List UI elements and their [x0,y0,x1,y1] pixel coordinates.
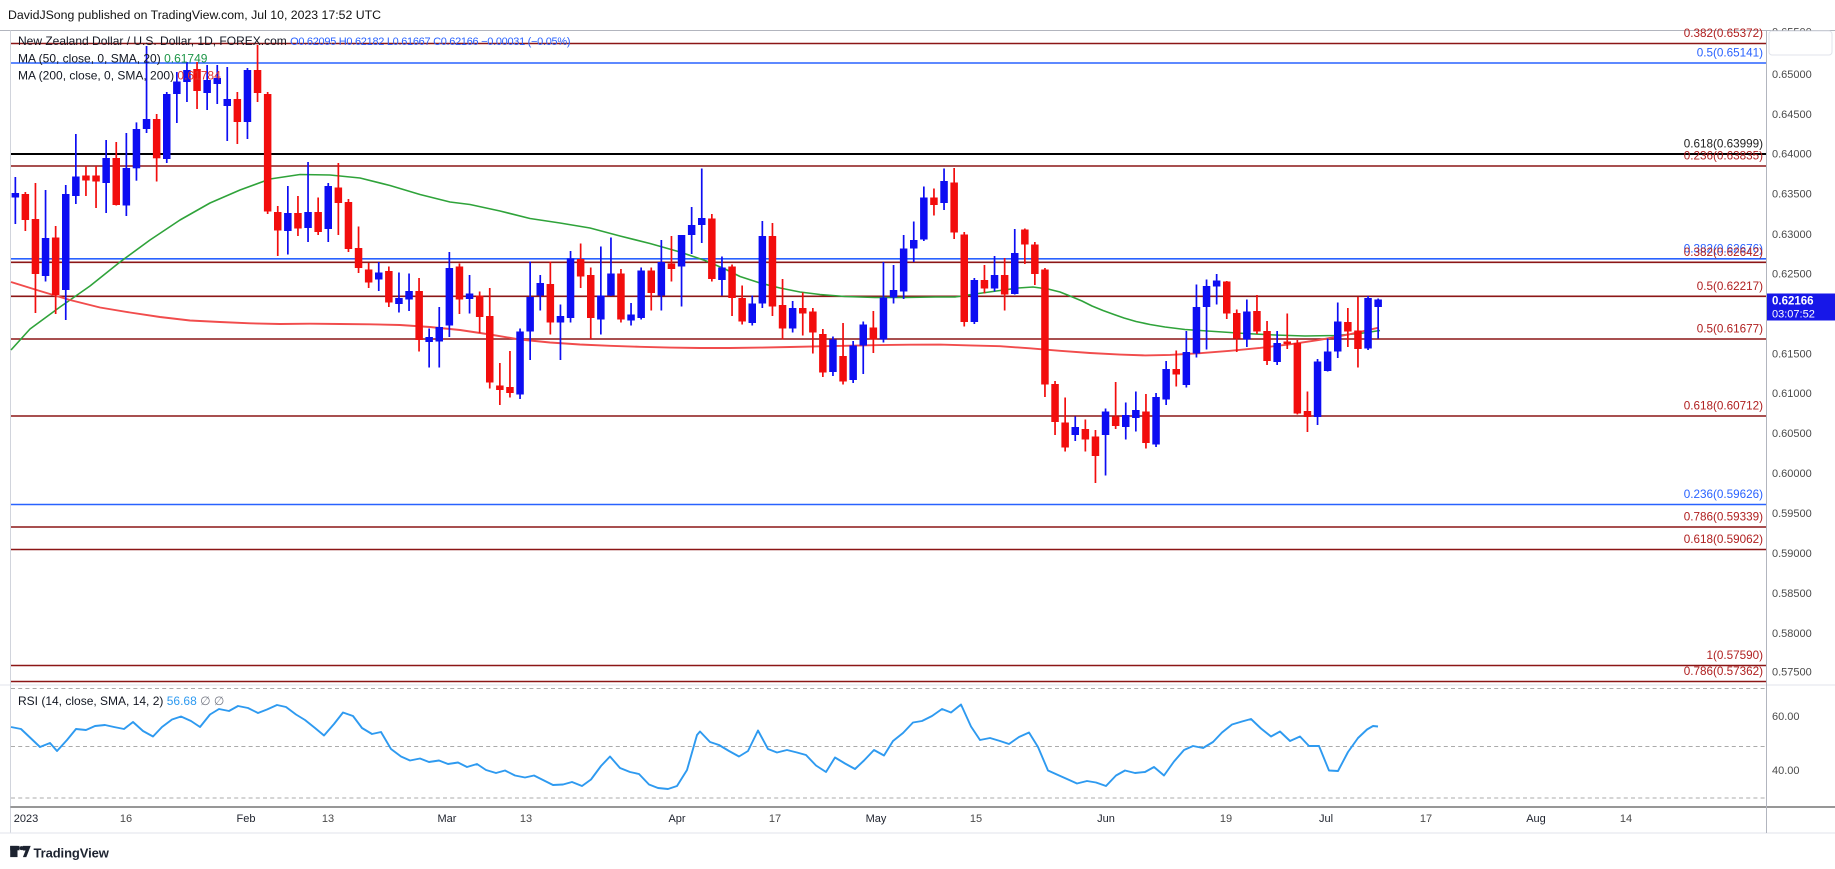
svg-text:0.382(0.62676): 0.382(0.62676) [1684,242,1763,255]
svg-text:Jul: Jul [1319,813,1333,825]
svg-text:MA (50, close, 0, SMA, 20) 0.6: MA (50, close, 0, SMA, 20) 0.61749 [18,52,208,66]
svg-text:60.00: 60.00 [1772,711,1800,723]
svg-text:0.62166: 0.62166 [1772,296,1814,308]
svg-text:2023: 2023 [14,813,38,825]
svg-text:Feb: Feb [237,813,256,825]
svg-text:Jun: Jun [1097,813,1115,825]
svg-text:17: 17 [1420,813,1432,825]
svg-text:0.5(0.62217): 0.5(0.62217) [1697,280,1763,293]
svg-text:1(0.57590): 1(0.57590) [1706,649,1763,662]
svg-text:0.59000: 0.59000 [1772,548,1812,560]
svg-text:14: 14 [1620,813,1632,825]
svg-text:Apr: Apr [668,813,685,825]
svg-text:Mar: Mar [438,813,457,825]
svg-text:Aug: Aug [1526,813,1546,825]
svg-text:0.57500: 0.57500 [1772,667,1812,679]
svg-text:40.00: 40.00 [1772,765,1800,777]
svg-text:0.61000: 0.61000 [1772,388,1812,400]
svg-text:TradingView: TradingView [34,846,110,861]
svg-text:0.58500: 0.58500 [1772,588,1812,600]
svg-text:16: 16 [120,813,132,825]
svg-text:0.5(0.61677): 0.5(0.61677) [1697,323,1763,336]
svg-text:0.60500: 0.60500 [1772,428,1812,440]
svg-text:0.382(0.65372): 0.382(0.65372) [1684,27,1763,40]
svg-text:0.63000: 0.63000 [1772,229,1812,241]
svg-text:0.59500: 0.59500 [1772,508,1812,520]
svg-text:17: 17 [769,813,781,825]
svg-text:0.786(0.59339): 0.786(0.59339) [1684,511,1763,524]
svg-text:New Zealand Dollar / U.S. Doll: New Zealand Dollar / U.S. Dollar, 1D, FO… [18,34,570,48]
svg-text:0.63500: 0.63500 [1772,188,1812,200]
svg-text:13: 13 [322,813,334,825]
svg-text:0.5(0.65141): 0.5(0.65141) [1697,47,1763,60]
svg-text:0.236(0.59626): 0.236(0.59626) [1684,488,1763,501]
svg-text:13: 13 [520,813,532,825]
svg-text:0.62500: 0.62500 [1772,269,1812,281]
svg-text:0.618(0.60712): 0.618(0.60712) [1684,400,1763,413]
svg-text:19: 19 [1220,813,1232,825]
svg-text:0.61500: 0.61500 [1772,348,1812,360]
svg-text:RSI (14, close, SMA, 14, 2) 56: RSI (14, close, SMA, 14, 2) 56.68 ∅ ∅ [18,694,224,708]
svg-text:MA (200, close, 0, SMA, 200) 0: MA (200, close, 0, SMA, 200) 0.61784 [18,69,221,83]
svg-text:0.236(0.63835): 0.236(0.63835) [1684,150,1763,163]
svg-text:May: May [866,813,887,825]
svg-text:0.65000: 0.65000 [1772,69,1812,81]
svg-text:0.64500: 0.64500 [1772,109,1812,121]
svg-text:0.60000: 0.60000 [1772,468,1812,480]
svg-text:0.618(0.59062): 0.618(0.59062) [1684,533,1763,546]
svg-text:03:07:52: 03:07:52 [1772,309,1815,321]
svg-text:DavidJSong published on Tradin: DavidJSong published on TradingView.com,… [8,8,381,22]
svg-text:0.58000: 0.58000 [1772,628,1812,640]
svg-text:15: 15 [970,813,982,825]
svg-text:0.618(0.63999): 0.618(0.63999) [1684,138,1763,151]
svg-text:0.786(0.57362): 0.786(0.57362) [1684,665,1763,678]
svg-text:0.382(0.62642): 0.382(0.62642) [1684,246,1763,259]
svg-text:0.64000: 0.64000 [1772,149,1812,161]
